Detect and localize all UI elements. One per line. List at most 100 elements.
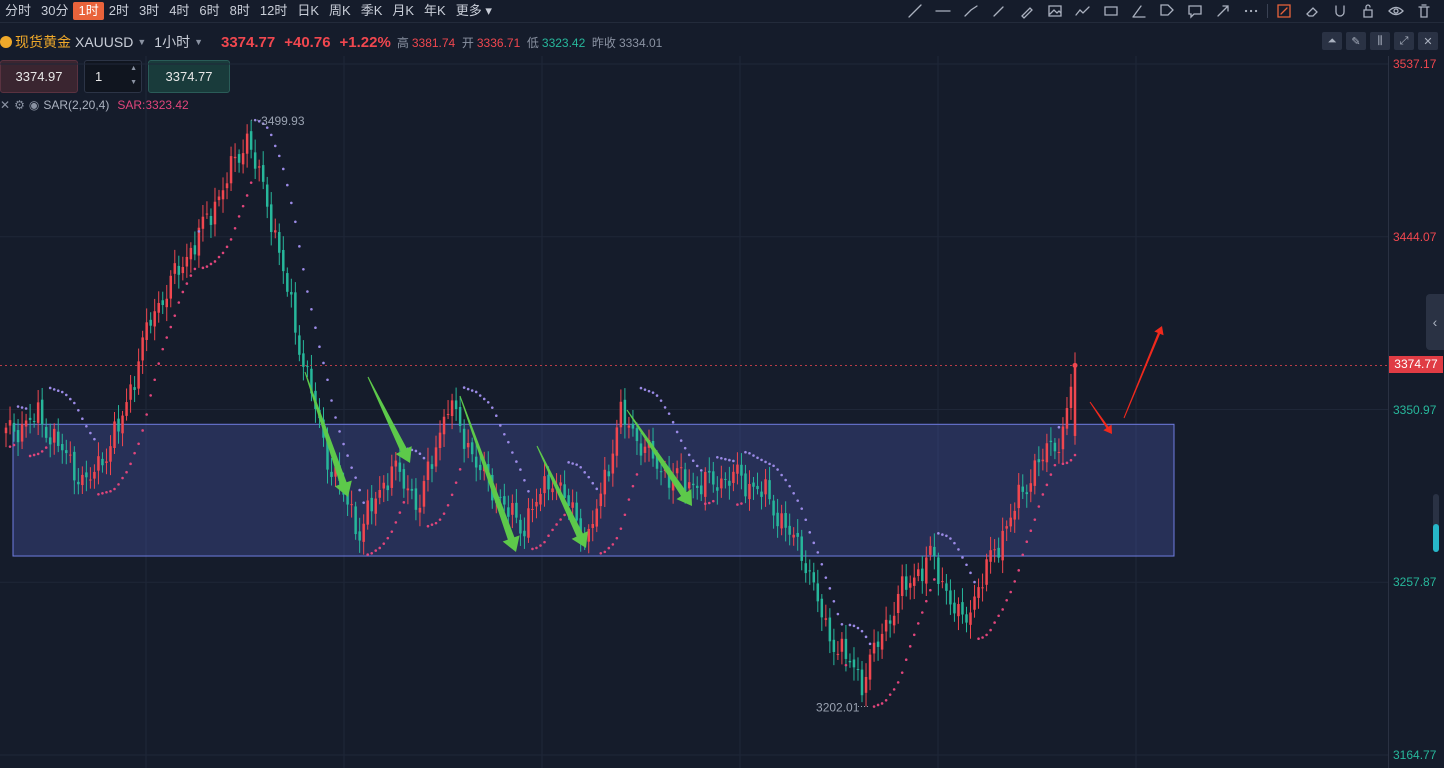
sar-dot-193 [780, 473, 783, 477]
sar-dot-99 [402, 501, 406, 504]
chevron-down-icon[interactable]: ▼ [194, 37, 203, 47]
horizontal-line-icon[interactable] [929, 0, 957, 22]
sar-dot-19 [81, 417, 84, 420]
candle-181 [732, 471, 735, 483]
sar-dot-216 [872, 705, 876, 708]
ray-icon[interactable] [957, 0, 985, 22]
candle-68 [278, 232, 281, 253]
sar-dot-82 [334, 416, 337, 419]
sar-dot-147 [595, 487, 599, 491]
magnet-icon[interactable] [1326, 0, 1354, 22]
candle-249 [1005, 526, 1008, 529]
eye-icon[interactable]: ◉ [28, 98, 40, 112]
interval-1[interactable]: 30分 [41, 3, 69, 18]
candle-style-icon[interactable]: ⫼ [1370, 32, 1390, 50]
candle-216 [872, 642, 876, 654]
sell-button[interactable]: 3374.97 [0, 60, 78, 93]
lock-icon[interactable] [1354, 0, 1382, 22]
interval-dropdown[interactable]: 1小时 [154, 34, 191, 50]
sar-dot-261 [1053, 463, 1057, 467]
angle-icon[interactable] [1125, 0, 1153, 22]
chevron-down-icon[interactable]: ▼ [130, 79, 137, 86]
candle-173 [700, 485, 703, 495]
price-axis[interactable]: 3537.17 3444.07 3350.97 3257.87 3164.77 3374.… [1388, 56, 1444, 768]
sar-dot-198 [800, 507, 804, 510]
sar-dot-8 [36, 452, 40, 456]
candle-31 [129, 384, 132, 400]
close-icon[interactable]: ✕ [1418, 32, 1438, 50]
low-label: 低 [526, 35, 539, 50]
trash-icon[interactable] [1410, 0, 1438, 22]
edit-icon[interactable] [1270, 0, 1298, 22]
sar-dot-156 [631, 484, 635, 488]
comment-icon[interactable] [1181, 0, 1209, 22]
candle-235 [949, 590, 952, 605]
brush-icon[interactable] [985, 0, 1013, 22]
interval-2[interactable]: 1时 [73, 2, 104, 20]
candle-257 [1037, 459, 1041, 463]
chevron-up-icon[interactable]: ▲ [130, 65, 137, 72]
sar-dot-167 [675, 430, 679, 434]
image-icon[interactable] [1041, 0, 1069, 22]
side-panel-toggle[interactable]: ‹ [1426, 294, 1444, 350]
chevron-down-icon[interactable]: ▼ [137, 37, 147, 47]
quantity-stepper[interactable]: ▲ ▼ [84, 60, 142, 93]
buy-button[interactable]: 3374.77 [148, 60, 230, 93]
fullscreen-icon[interactable]: ⤢ [1394, 32, 1414, 50]
rectangle-icon[interactable] [1097, 0, 1125, 22]
eye-icon[interactable] [1382, 0, 1410, 22]
pen-icon[interactable] [1013, 0, 1041, 22]
eraser-icon[interactable] [1298, 0, 1326, 22]
sar-dot-215 [868, 642, 872, 646]
gear-icon[interactable]: ⚙ [14, 98, 25, 112]
candle-156 [631, 423, 635, 429]
sar-dot-221 [892, 688, 896, 691]
candle-73 [298, 335, 301, 355]
interval-9[interactable]: 日K [297, 3, 320, 18]
tag-icon[interactable] [1153, 0, 1181, 22]
close-icon[interactable]: ✕ [0, 98, 11, 112]
edit-icon[interactable]: ✎ [1346, 32, 1366, 50]
interval-5[interactable]: 4时 [169, 3, 190, 18]
candle-265 [1069, 386, 1073, 408]
interval-13[interactable]: 年K [424, 3, 446, 18]
sar-dot-39 [161, 347, 165, 351]
symbol-code[interactable]: XAUUSD [75, 34, 134, 50]
indicator-icon[interactable]: ⏶ [1322, 32, 1342, 50]
interval-0[interactable]: 分时 [5, 3, 32, 18]
candle-135 [547, 474, 550, 490]
candle-153 [619, 401, 623, 428]
interval-8[interactable]: 12时 [259, 3, 288, 18]
scrollbar[interactable] [1433, 494, 1439, 552]
interval-12[interactable]: 月K [392, 3, 415, 18]
sar-dot-115 [466, 387, 470, 391]
interval-7[interactable]: 8时 [229, 3, 250, 18]
sar-dot-145 [587, 475, 591, 479]
candle-97 [394, 460, 398, 467]
interval-4[interactable]: 3时 [138, 3, 160, 18]
interval-6[interactable]: 6时 [199, 3, 220, 18]
chart-icon[interactable] [1069, 0, 1097, 22]
more-icon[interactable] [1237, 0, 1265, 22]
trend-line-icon[interactable] [901, 0, 929, 22]
candle-113 [458, 406, 462, 427]
interval-11[interactable]: 季K [360, 3, 383, 18]
symbol-name[interactable]: 现货黄金 [15, 34, 71, 50]
candle-193 [780, 513, 783, 529]
candle-131 [531, 508, 534, 510]
arrow-icon[interactable] [1209, 0, 1237, 22]
sar-dot-71 [290, 201, 293, 205]
quantity-input[interactable] [93, 68, 133, 85]
candle-2 [12, 422, 16, 432]
sar-dot-254 [1025, 540, 1029, 544]
interval-3[interactable]: 2时 [108, 3, 129, 18]
candle-158 [639, 443, 643, 456]
candle-8 [36, 402, 40, 423]
interval-10[interactable]: 周K [329, 3, 351, 18]
candle-145 [587, 528, 590, 542]
candle-87 [354, 506, 357, 535]
candle-89 [362, 523, 365, 542]
interval-14[interactable]: 更多 ▾ [455, 3, 492, 18]
scroll-thumb[interactable] [1433, 524, 1439, 552]
